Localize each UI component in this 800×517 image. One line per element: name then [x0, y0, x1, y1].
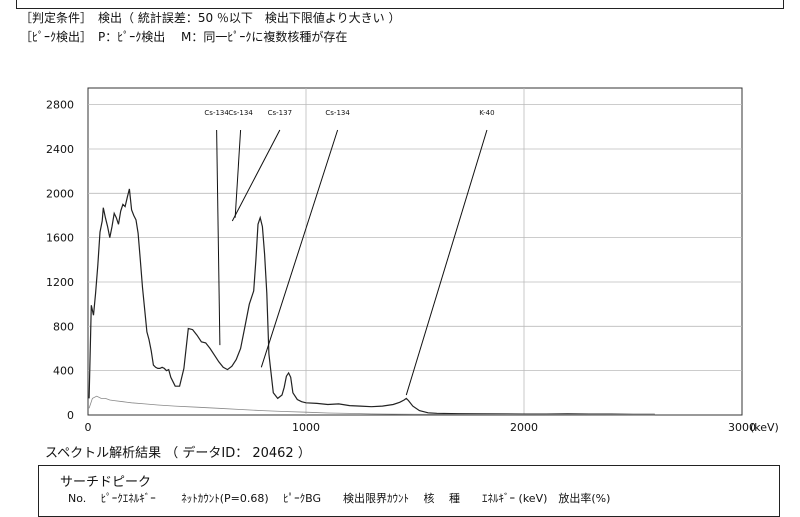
plot-frame — [87, 87, 743, 416]
nuclide-leader-line — [405, 129, 488, 396]
nuclide-label: Cs-134 — [228, 109, 253, 117]
chart-grid — [87, 87, 743, 416]
nuclide-leader-line — [216, 129, 221, 346]
spectrum-series-2 — [88, 395, 655, 416]
nuclide-leader-line — [231, 129, 281, 222]
chart-axes: 0 400 800 1200 1600 2000 2400 2800 0 1000 2000 3000… — [46, 99, 779, 434]
chart-annotations: Cs-134 Cs-134 Cs-137 Cs-134 K-40 — [204, 109, 495, 396]
x-axis-label: (keV) — [750, 421, 779, 434]
nuclide-label: Cs-137 — [268, 109, 292, 117]
y-tick-label: 800 — [53, 320, 74, 333]
peak-detection-legend: ［ﾋﾟｰｸ検出］ P：ﾋﾟｰｸ検出 M：同一ﾋﾟｰｸに複数核種が存在 — [20, 30, 348, 44]
x-tick-label: 2000 — [510, 421, 538, 434]
x-tick-label: 3000 — [728, 421, 756, 434]
search-peak-title: サーチドピーク — [60, 475, 152, 490]
chart-series — [88, 188, 655, 416]
judgement-condition: ［判定条件］ 検出（ 統計誤差：50 ％以下 検出下限値より大きい ） — [20, 11, 401, 25]
y-tick-label: 2800 — [46, 99, 74, 112]
y-tick-label: 0 — [67, 409, 74, 422]
nuclide-label: Cs-134 — [325, 109, 350, 117]
header-frame — [16, 0, 784, 9]
nuclide-label: Cs-134 — [204, 109, 229, 117]
y-tick-label: 400 — [53, 365, 74, 378]
spectrum-chart: Cs-134 Cs-134 Cs-137 Cs-134 K-40 04008001200… — [46, 87, 779, 434]
y-tick-label: 1200 — [46, 276, 74, 289]
y-tick-label: 2400 — [46, 143, 74, 156]
y-tick-label: 2000 — [46, 187, 74, 200]
results-column-header: No. ﾋﾟｰｸｴﾈﾙｷﾞｰ ﾈｯﾄｶｳﾝﾄ(P=0.68) ﾋﾟｰｸBG 検出… — [68, 492, 611, 505]
nuclide-label: K-40 — [479, 109, 494, 117]
spectrum-series-1 — [88, 188, 655, 415]
nuclide-leader-line — [260, 129, 339, 368]
results-title: スペクトル解析結果 （ データID： 20462 ） — [45, 446, 311, 461]
x-tick-label: 1000 — [292, 421, 320, 434]
x-tick-label: 0 — [85, 421, 92, 434]
y-tick-label: 1600 — [46, 232, 74, 245]
nuclide-leader-line — [234, 129, 242, 218]
